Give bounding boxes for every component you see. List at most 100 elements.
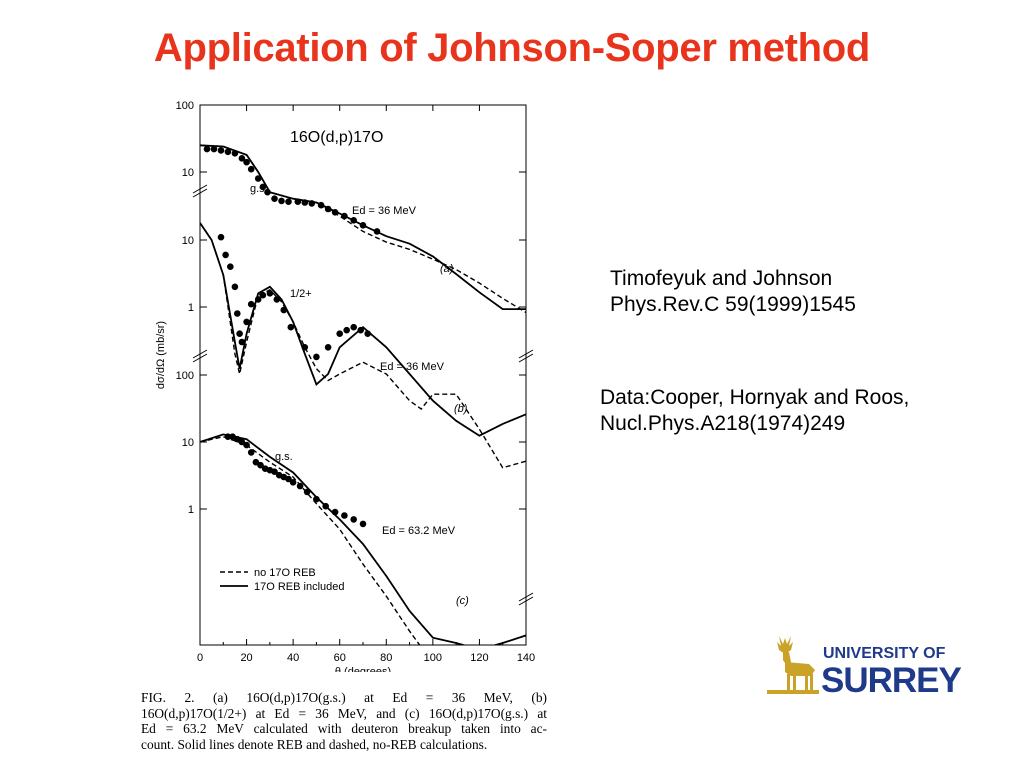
caption-line: 16O(d,p)17O(1/2+) at Ed = 36 MeV, and (c… bbox=[141, 705, 547, 721]
data-point bbox=[359, 222, 367, 229]
y-axis-label: dσ/dΩ (mb/sr) bbox=[155, 321, 167, 389]
data-point bbox=[238, 155, 246, 162]
data-point bbox=[301, 199, 309, 206]
data-point bbox=[343, 326, 350, 334]
plot-points bbox=[203, 145, 381, 528]
axis-break bbox=[518, 592, 534, 606]
y-tick-label: 1 bbox=[188, 504, 194, 516]
data-point bbox=[331, 209, 339, 216]
data-point bbox=[259, 291, 267, 299]
caption-line: FIG. 2. (a) 16O(d,p)17O(g.s.) at Ed = 36… bbox=[141, 690, 547, 705]
data-point bbox=[247, 449, 255, 456]
theory-reference: Timofeyuk and Johnson Phys.Rev.C 59(1999… bbox=[610, 266, 856, 318]
data-citation: Nucl.Phys.A218(1974)249 bbox=[600, 412, 846, 435]
data-point bbox=[247, 165, 255, 173]
panel-tag: (c) bbox=[456, 595, 469, 607]
state-label: g.s. bbox=[250, 183, 268, 195]
data-point bbox=[364, 330, 371, 337]
panel-tag: (b) bbox=[454, 403, 468, 415]
x-tick-label: 20 bbox=[240, 652, 252, 664]
energy-label: Ed = 63.2 MeV bbox=[382, 525, 456, 537]
caption-line: count. Solid lines denote REB and dashed… bbox=[141, 736, 488, 752]
data-point bbox=[236, 330, 243, 337]
data-point bbox=[271, 468, 278, 476]
data-point bbox=[322, 502, 329, 510]
data-authors: Data:Cooper, Hornyak and Roos, bbox=[600, 386, 910, 409]
x-tick-label: 140 bbox=[517, 652, 535, 664]
data-point bbox=[324, 205, 332, 213]
energy-label: Ed = 36 MeV bbox=[352, 205, 417, 217]
data-point bbox=[287, 323, 295, 331]
series-line bbox=[200, 435, 421, 645]
series-line bbox=[200, 222, 526, 437]
data-point bbox=[243, 441, 250, 449]
data-point bbox=[259, 183, 267, 191]
data-point bbox=[324, 344, 332, 351]
data-point bbox=[350, 516, 357, 523]
logo-line2: SURREY bbox=[821, 661, 962, 700]
data-point bbox=[313, 495, 320, 503]
slide-title: Application of Johnson-Soper method bbox=[153, 26, 871, 70]
x-tick-label: 40 bbox=[287, 652, 299, 664]
data-reference: Data:Cooper, Hornyak and Roos, Nucl.Phys… bbox=[600, 385, 909, 437]
data-point bbox=[234, 310, 241, 317]
data-point bbox=[280, 306, 288, 314]
data-point bbox=[210, 145, 218, 153]
y-tick-label: 10 bbox=[182, 235, 194, 247]
data-point bbox=[331, 508, 339, 516]
data-point bbox=[303, 488, 311, 496]
data-point bbox=[313, 353, 320, 361]
data-point bbox=[308, 200, 316, 207]
figure-plot: 0 20 40 60 80 100 120 140 100 10 10 1 100 10 1 16O(d,p)… bbox=[155, 100, 535, 672]
data-point bbox=[336, 330, 343, 337]
data-point bbox=[296, 482, 304, 490]
data-point bbox=[373, 228, 381, 235]
data-point bbox=[359, 520, 367, 528]
data-point bbox=[289, 479, 297, 486]
data-point bbox=[266, 290, 274, 297]
data-point bbox=[243, 158, 250, 166]
x-tick-label: 100 bbox=[424, 652, 442, 664]
logo-line1: UNIVERSITY OF bbox=[823, 645, 946, 662]
x-tick-label: 0 bbox=[197, 652, 203, 664]
data-point bbox=[271, 195, 278, 202]
data-point bbox=[254, 175, 262, 182]
data-point bbox=[238, 338, 246, 346]
state-label: g.s. bbox=[275, 451, 293, 463]
data-point bbox=[238, 438, 246, 446]
data-point bbox=[222, 251, 229, 259]
reaction-label: 16O(d,p)17O bbox=[290, 129, 383, 146]
y-tick-label: 1 bbox=[188, 302, 194, 314]
figure-caption: FIG. 2. (a) 16O(d,p)17O(g.s.) at Ed = 36… bbox=[141, 690, 547, 752]
data-point bbox=[254, 296, 262, 303]
data-point bbox=[294, 198, 302, 205]
series-line bbox=[200, 222, 526, 469]
data-point bbox=[243, 318, 250, 326]
axis-break bbox=[192, 349, 208, 363]
data-point bbox=[278, 197, 285, 205]
axis-break bbox=[518, 349, 534, 363]
theory-authors: Timofeyuk and Johnson bbox=[610, 267, 833, 290]
data-point bbox=[350, 323, 357, 331]
caption-line: Ed = 63.2 MeV calculated with deuteron b… bbox=[141, 721, 547, 736]
data-point bbox=[341, 512, 348, 519]
data-point bbox=[273, 296, 281, 303]
y-tick-label: 10 bbox=[182, 437, 194, 449]
data-point bbox=[264, 188, 271, 196]
data-point bbox=[217, 147, 225, 154]
x-tick-label: 80 bbox=[380, 652, 392, 664]
series-line bbox=[200, 433, 526, 645]
data-point bbox=[217, 233, 225, 241]
data-point bbox=[224, 148, 232, 156]
stag-icon bbox=[767, 636, 819, 694]
state-label: 1/2+ bbox=[290, 288, 312, 300]
data-point bbox=[224, 433, 232, 441]
data-point bbox=[231, 283, 239, 291]
data-point bbox=[357, 326, 364, 334]
data-point bbox=[341, 212, 348, 220]
axis-break bbox=[192, 184, 208, 198]
data-point bbox=[227, 263, 234, 270]
x-tick-label: 60 bbox=[334, 652, 346, 664]
data-point bbox=[203, 145, 211, 153]
plot-labels: 0 20 40 60 80 100 120 140 100 10 10 1 100 10 1 16O(d,p)… bbox=[155, 100, 535, 672]
